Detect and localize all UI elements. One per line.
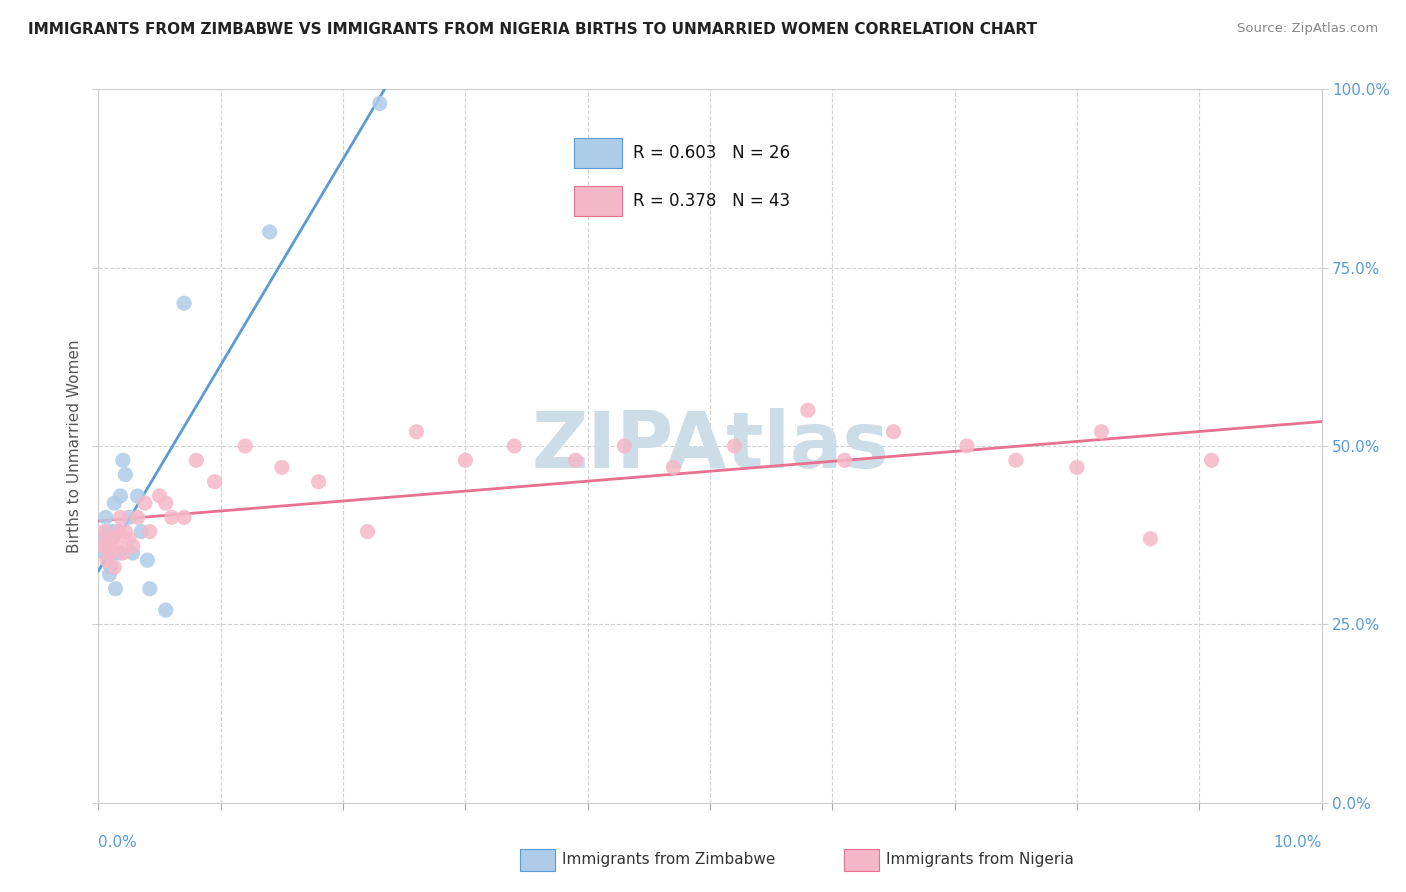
Point	[110, 510, 132, 524]
Point	[564, 453, 586, 467]
Point	[111, 453, 134, 467]
Point	[93, 546, 115, 560]
Point	[103, 560, 125, 574]
Point	[101, 532, 124, 546]
Text: ZIPAtlas: ZIPAtlas	[531, 408, 889, 484]
Point	[101, 546, 124, 560]
Point	[91, 539, 114, 553]
Point	[105, 524, 128, 539]
Point	[127, 489, 149, 503]
Point	[129, 524, 152, 539]
Point	[503, 439, 526, 453]
Point	[97, 539, 120, 553]
Point	[308, 475, 330, 489]
Point	[108, 546, 131, 560]
Point	[114, 467, 136, 482]
Point	[149, 489, 172, 503]
Point	[160, 510, 183, 524]
Point	[155, 496, 177, 510]
Point	[93, 524, 115, 539]
Text: 0.0%: 0.0%	[98, 835, 138, 850]
Point	[118, 532, 141, 546]
Point	[96, 553, 118, 567]
Point	[1066, 460, 1088, 475]
Point	[96, 524, 118, 539]
Point	[97, 539, 120, 553]
Point	[121, 546, 143, 560]
Point	[108, 524, 131, 539]
Point	[111, 546, 134, 560]
Point	[1139, 532, 1161, 546]
Point	[204, 475, 226, 489]
Point	[91, 532, 114, 546]
Point	[834, 453, 856, 467]
Point	[139, 582, 162, 596]
Point	[94, 510, 117, 524]
Point	[956, 439, 979, 453]
Point	[454, 453, 477, 467]
Point	[121, 539, 143, 553]
Point	[233, 439, 256, 453]
Point	[114, 524, 136, 539]
Point	[1004, 453, 1026, 467]
Point	[136, 553, 159, 567]
Point	[173, 510, 195, 524]
Point	[186, 453, 208, 467]
Point	[100, 546, 122, 560]
Text: IMMIGRANTS FROM ZIMBABWE VS IMMIGRANTS FROM NIGERIA BIRTHS TO UNMARRIED WOMEN CO: IMMIGRANTS FROM ZIMBABWE VS IMMIGRANTS F…	[28, 22, 1038, 37]
Point	[104, 582, 127, 596]
Point	[613, 439, 636, 453]
Point	[118, 510, 141, 524]
Point	[368, 96, 391, 111]
Point	[1090, 425, 1112, 439]
Text: Immigrants from Zimbabwe: Immigrants from Zimbabwe	[562, 853, 776, 867]
Point	[1201, 453, 1223, 467]
Point	[105, 539, 128, 553]
Point	[797, 403, 820, 417]
Point	[134, 496, 156, 510]
Point	[101, 524, 124, 539]
Point	[883, 425, 905, 439]
Point	[173, 296, 195, 310]
Text: Source: ZipAtlas.com: Source: ZipAtlas.com	[1237, 22, 1378, 36]
Point	[270, 460, 294, 475]
Point	[662, 460, 685, 475]
Point	[259, 225, 281, 239]
Point	[155, 603, 177, 617]
Point	[100, 560, 122, 574]
Point	[356, 524, 378, 539]
Text: 10.0%: 10.0%	[1274, 835, 1322, 850]
Point	[405, 425, 427, 439]
Point	[98, 567, 121, 582]
Point	[127, 510, 149, 524]
Point	[723, 439, 745, 453]
Point	[110, 489, 132, 503]
Text: Immigrants from Nigeria: Immigrants from Nigeria	[886, 853, 1074, 867]
Point	[139, 524, 162, 539]
Point	[103, 496, 125, 510]
Y-axis label: Births to Unmarried Women: Births to Unmarried Women	[66, 339, 82, 553]
